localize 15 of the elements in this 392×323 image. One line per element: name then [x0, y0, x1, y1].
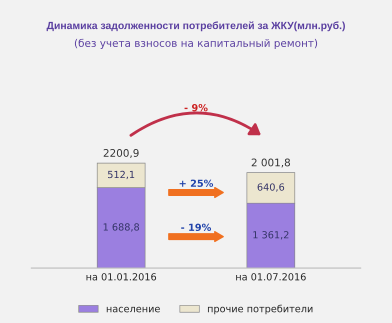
total-label: 2 001,8: [252, 158, 290, 168]
legend-label: прочие потребители: [208, 304, 312, 314]
chart-title: Динамика задолженности потребителей за ЖКУ(млн.руб.): [46, 21, 345, 32]
data-label: 1 361,2: [253, 231, 288, 240]
text: - 9%: [184, 104, 208, 112]
x-tick-label: на 01.01.2016: [86, 273, 156, 280]
annotation: + 25%: [180, 180, 214, 187]
chart-subtitle: (без учета взносов на капитальный ремонт): [74, 38, 318, 49]
data-label: 512,1: [108, 170, 134, 180]
legend-label: население: [106, 306, 160, 312]
x-tick-label: на 01.07.2016: [236, 273, 306, 280]
annotation: - 19%: [181, 224, 212, 232]
data-label: 1 688,8: [104, 223, 140, 232]
data-label: 640,6: [258, 183, 284, 192]
total-label: 2200,9: [104, 149, 139, 158]
